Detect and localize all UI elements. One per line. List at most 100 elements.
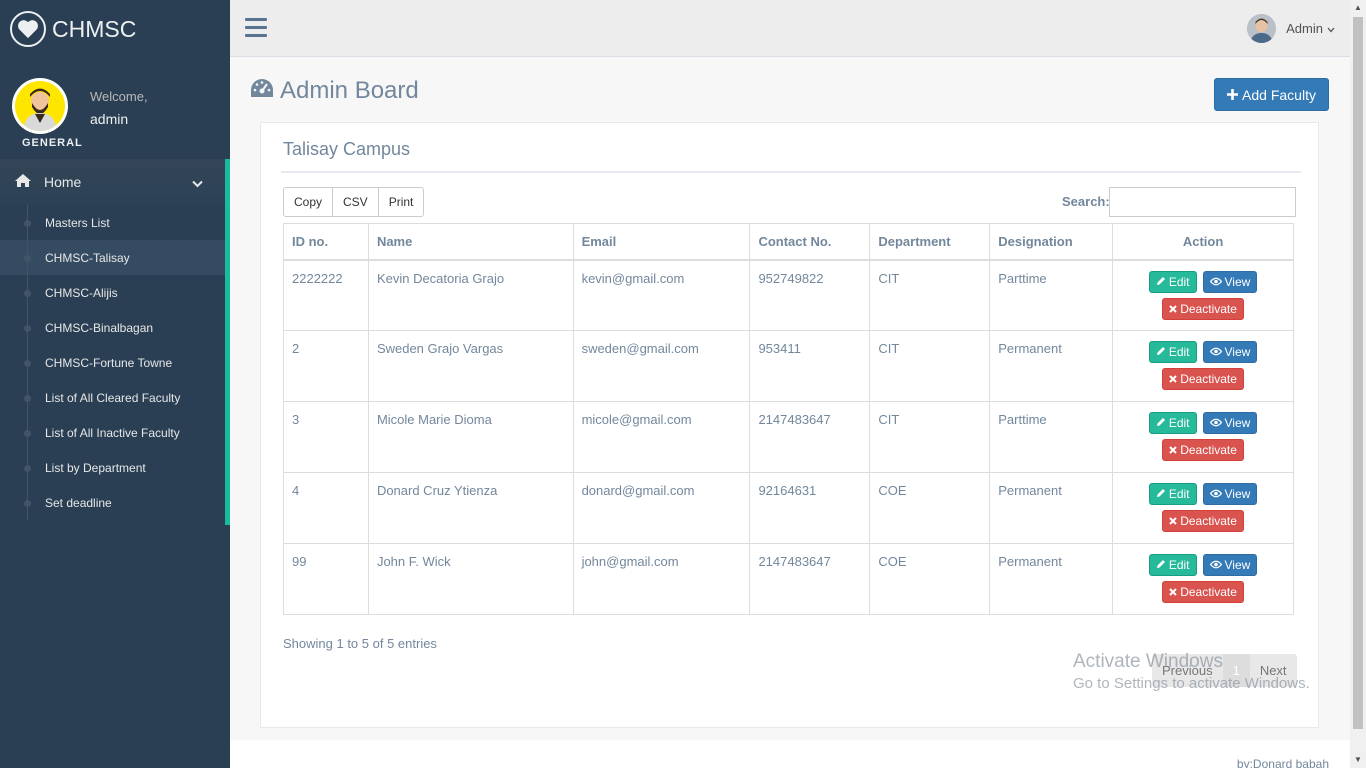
edit-button[interactable]: Edit — [1148, 341, 1197, 363]
cell-id: 2222222 — [283, 259, 369, 331]
cell-email: john@gmail.com — [572, 543, 751, 615]
column-header-department[interactable]: Department — [869, 223, 991, 261]
view-button[interactable]: View — [1202, 341, 1258, 363]
close-icon — [1169, 302, 1180, 316]
sidebar-item-list-by-department[interactable]: List by Department — [0, 450, 225, 485]
copy-button[interactable]: Copy — [283, 187, 334, 217]
edit-label: Edit — [1168, 487, 1190, 501]
next-page-button[interactable]: Next — [1259, 663, 1287, 678]
cell-department: COE — [869, 472, 991, 544]
welcome-text: Welcome, — [90, 89, 148, 104]
edit-button[interactable]: Edit — [1148, 483, 1197, 505]
deactivate-label: Deactivate — [1180, 585, 1237, 599]
cell-action: Edit View Deactivate — [1112, 472, 1294, 544]
cell-id: 99 — [283, 543, 369, 615]
view-button[interactable]: View — [1202, 554, 1258, 576]
sidebar-item-inactive-faculty[interactable]: List of All Inactive Faculty — [0, 415, 225, 450]
menu-toggle-icon[interactable] — [245, 18, 267, 42]
csv-button[interactable]: CSV — [332, 187, 379, 217]
profile: Welcome, admin GENERAL — [0, 58, 230, 158]
scroll-up-icon[interactable]: ▲ — [1354, 3, 1362, 12]
chevron-down-icon — [192, 175, 203, 191]
pencil-icon — [1156, 275, 1169, 289]
sidebar-item-label: List by Department — [45, 460, 146, 475]
cell-designation: Parttime — [989, 259, 1114, 331]
home-icon — [14, 173, 32, 191]
avatar — [12, 78, 68, 134]
sidebar-item-masters-list[interactable]: Masters List — [0, 205, 225, 240]
edit-button[interactable]: Edit — [1148, 554, 1197, 576]
sidebar-item-home[interactable]: Home — [0, 159, 230, 205]
view-label: View — [1224, 558, 1251, 572]
cell-department: COE — [869, 543, 991, 615]
sidebar-item-set-deadline[interactable]: Set deadline — [0, 485, 225, 520]
user-avatar — [1247, 14, 1277, 43]
deactivate-button[interactable]: Deactivate — [1162, 581, 1244, 603]
deactivate-label: Deactivate — [1180, 301, 1237, 316]
page-number-button[interactable]: 1 — [1222, 654, 1250, 687]
cell-contact: 2147483647 — [749, 401, 871, 473]
view-button[interactable]: View — [1202, 483, 1258, 505]
cell-action: Edit View Deactivate — [1112, 330, 1294, 402]
view-button[interactable]: View — [1202, 270, 1258, 293]
sidebar-item-label: Set deadline — [45, 495, 112, 510]
column-header-action: Action — [1112, 223, 1294, 261]
eye-icon — [1209, 487, 1225, 501]
cell-department: CIT — [869, 330, 991, 402]
sidebar-item-label: Masters List — [45, 215, 110, 230]
add-faculty-button[interactable]: Add Faculty — [1214, 78, 1329, 111]
sidebar-item-chmsc-talisay[interactable]: CHMSC-Talisay — [0, 240, 225, 275]
plus-icon — [1227, 87, 1239, 103]
cell-id: 2 — [283, 330, 369, 402]
edit-button[interactable]: Edit — [1148, 270, 1197, 293]
user-menu[interactable]: Admin — [1247, 14, 1335, 43]
view-label: View — [1224, 416, 1251, 430]
sidebar-item-label: CHMSC-Binalbagan — [45, 320, 154, 335]
deactivate-button[interactable]: Deactivate — [1162, 297, 1244, 320]
scroll-thumb[interactable] — [1353, 17, 1363, 729]
cell-name: Kevin Decatoria Grajo — [367, 259, 574, 331]
cell-contact: 2147483647 — [749, 543, 871, 615]
view-label: View — [1224, 345, 1251, 359]
pencil-icon — [1156, 416, 1169, 430]
view-button[interactable]: View — [1202, 412, 1258, 434]
eye-icon — [1209, 416, 1225, 430]
cell-email: donard@gmail.com — [572, 472, 751, 544]
edit-button[interactable]: Edit — [1148, 412, 1197, 434]
cell-designation: Permanent — [989, 330, 1114, 402]
column-header-id[interactable]: ID no. — [283, 223, 369, 261]
dashboard-icon — [250, 77, 280, 105]
pencil-icon — [1156, 487, 1169, 501]
page-scrollbar[interactable]: ▲ ▼ — [1350, 0, 1366, 768]
scroll-down-icon[interactable]: ▼ — [1354, 755, 1362, 764]
cell-email: kevin@gmail.com — [572, 259, 751, 331]
deactivate-button[interactable]: Deactivate — [1162, 368, 1244, 390]
page-title: Admin Board — [250, 77, 419, 105]
previous-page-button[interactable]: Previous — [1162, 663, 1213, 678]
column-header-name[interactable]: Name — [367, 223, 574, 261]
pencil-icon — [1156, 345, 1169, 359]
brand[interactable]: CHMSC — [0, 0, 230, 58]
deactivate-label: Deactivate — [1180, 514, 1237, 528]
sidebar-item-chmsc-binalbagan[interactable]: CHMSC-Binalbagan — [0, 310, 225, 345]
cell-department: CIT — [869, 259, 991, 331]
deactivate-button[interactable]: Deactivate — [1162, 439, 1244, 461]
print-button[interactable]: Print — [377, 187, 425, 217]
sidebar-item-chmsc-alijis[interactable]: CHMSC-Alijis — [0, 275, 225, 310]
sidebar-item-cleared-faculty[interactable]: List of All Cleared Faculty — [0, 380, 225, 415]
footer-text: by:Donard babah — [1236, 757, 1329, 768]
close-icon — [1169, 443, 1180, 457]
column-header-contact[interactable]: Contact No. — [749, 223, 871, 261]
table-row: 4 Donard Cruz Ytienza donard@gmail.com 9216… — [283, 472, 1294, 544]
column-header-email[interactable]: Email — [572, 223, 751, 261]
cell-name: Micole Marie Dioma — [367, 401, 574, 473]
footer: by:Donard babah — [230, 740, 1350, 768]
search-input[interactable] — [1109, 187, 1296, 217]
deactivate-button[interactable]: Deactivate — [1162, 510, 1244, 532]
cell-id: 4 — [283, 472, 369, 544]
column-header-designation[interactable]: Designation — [989, 223, 1114, 261]
edit-label: Edit — [1168, 274, 1190, 289]
topbar: Admin — [230, 0, 1350, 57]
cell-designation: Permanent — [989, 543, 1114, 615]
sidebar-item-chmsc-fortune-towne[interactable]: CHMSC-Fortune Towne — [0, 345, 225, 380]
